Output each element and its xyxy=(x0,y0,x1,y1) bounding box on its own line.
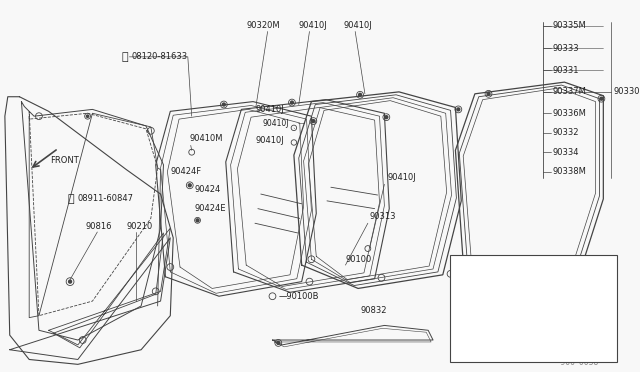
Text: DP: DP xyxy=(462,262,476,272)
Circle shape xyxy=(86,115,89,117)
Text: 90331: 90331 xyxy=(553,66,579,75)
Text: Ⓑ: Ⓑ xyxy=(121,52,128,62)
Text: 90410J: 90410J xyxy=(263,119,289,128)
Text: 90424F: 90424F xyxy=(170,167,202,176)
Text: —90100B: —90100B xyxy=(278,292,319,301)
Text: 90335M: 90335M xyxy=(553,21,586,30)
Text: 90100: 90100 xyxy=(346,255,372,264)
Circle shape xyxy=(457,108,460,111)
Text: 90338M: 90338M xyxy=(553,167,587,176)
Text: 90410M: 90410M xyxy=(189,134,223,143)
Text: 96030D: 96030D xyxy=(580,288,610,297)
Text: FRONT: FRONT xyxy=(51,157,79,166)
Circle shape xyxy=(312,120,315,122)
Text: 90330: 90330 xyxy=(613,87,639,96)
Text: 90334: 90334 xyxy=(553,148,579,157)
Circle shape xyxy=(291,101,293,104)
Text: 90410J: 90410J xyxy=(299,21,328,30)
Circle shape xyxy=(222,103,225,106)
Text: 90816: 90816 xyxy=(86,222,112,231)
Circle shape xyxy=(558,314,561,317)
Text: 90210: 90210 xyxy=(127,222,153,231)
Text: 90410J: 90410J xyxy=(256,136,285,145)
Text: 08911-60847: 08911-60847 xyxy=(78,195,134,203)
Text: —: — xyxy=(298,120,305,126)
Circle shape xyxy=(573,291,575,294)
Circle shape xyxy=(358,93,362,96)
Circle shape xyxy=(188,184,191,187)
Text: 90313: 90313 xyxy=(370,212,396,221)
Text: 90424: 90424 xyxy=(195,185,221,194)
Text: 90832: 90832 xyxy=(360,306,387,315)
Text: 84478F: 84478F xyxy=(580,299,609,308)
Circle shape xyxy=(600,97,603,100)
Circle shape xyxy=(385,116,388,119)
Text: Ⓝ: Ⓝ xyxy=(68,194,74,204)
Text: 90337M: 90337M xyxy=(553,87,587,96)
Text: ^900*0038: ^900*0038 xyxy=(554,358,598,367)
Text: 90410J: 90410J xyxy=(256,105,285,114)
Text: 90510B: 90510B xyxy=(564,313,594,322)
Circle shape xyxy=(68,280,72,283)
Text: 90333: 90333 xyxy=(553,44,579,52)
Bar xyxy=(449,255,617,362)
Text: 96030: 96030 xyxy=(492,272,519,281)
Text: 90320M: 90320M xyxy=(246,21,280,30)
Text: 90332: 90332 xyxy=(553,128,579,137)
Text: 90410J: 90410J xyxy=(387,173,416,182)
Text: 90424E: 90424E xyxy=(195,204,226,213)
Text: 08120-81633: 08120-81633 xyxy=(131,52,188,61)
Circle shape xyxy=(573,302,575,305)
Text: 90410J: 90410J xyxy=(344,21,372,30)
Circle shape xyxy=(277,341,280,344)
Text: 90336M: 90336M xyxy=(553,109,587,118)
Circle shape xyxy=(487,92,490,95)
Circle shape xyxy=(196,219,199,222)
